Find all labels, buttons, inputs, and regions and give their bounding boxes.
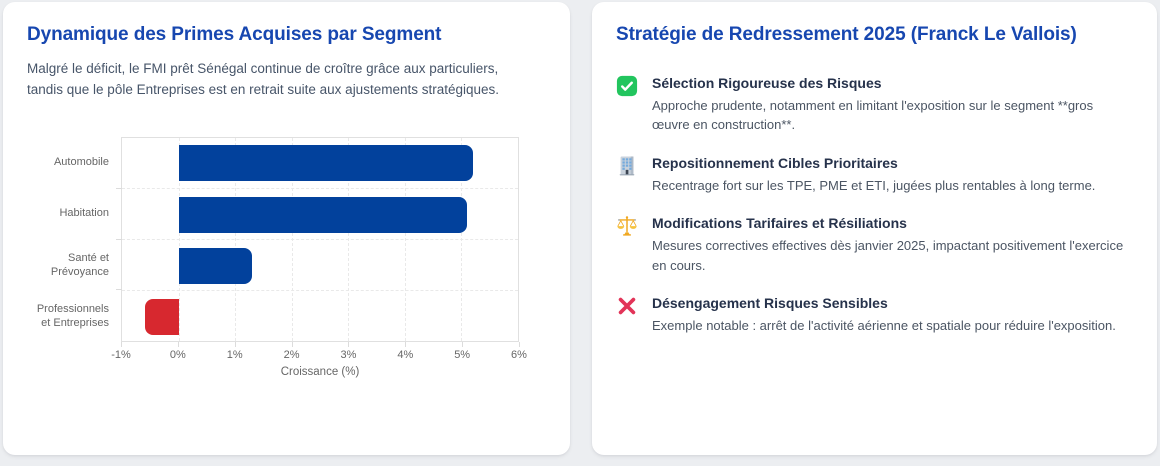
x-tick-mark xyxy=(121,341,122,347)
y-category-label: Santé et Prévoyance xyxy=(50,251,109,278)
dashboard: Dynamique des Primes Acquises par Segmen… xyxy=(3,2,1157,455)
bar-sant-et-pr-voyance[interactable] xyxy=(178,247,253,284)
x-tick-label: 4% xyxy=(397,348,414,361)
item-title: Sélection Rigoureuse des Risques xyxy=(652,75,882,92)
gridline-horizontal xyxy=(122,289,518,291)
x-axis: -1% 0% 1% 2% 3% 4% 5% 6% xyxy=(111,341,527,362)
gridline-horizontal xyxy=(122,188,518,190)
item-title: Repositionnement Cibles Prioritaires xyxy=(652,154,898,171)
x-tick-label: 5% xyxy=(454,348,471,361)
bar-habitation[interactable] xyxy=(178,196,468,233)
growth-bar-chart: Automobile Habitation Santé et Prévoyance P… xyxy=(27,136,546,387)
right-card-title: Stratégie de Redressement 2025 (Franck L… xyxy=(616,24,1077,45)
x-tick-label: -1% xyxy=(111,348,131,361)
item-body: Désengagement Risques Sensibles Exemple … xyxy=(652,294,1116,335)
strategy-items: Sélection Rigoureuse des Risques Approch… xyxy=(616,74,1133,336)
x-tick-mark xyxy=(348,341,350,347)
x-axis-title: Croissance (%) xyxy=(280,365,360,378)
plot-area xyxy=(116,136,519,342)
item-body: Repositionnement Cibles Prioritaires Rec… xyxy=(652,154,1095,195)
bar-automobile[interactable] xyxy=(178,145,473,182)
check-icon xyxy=(616,75,638,97)
x-tick-mark xyxy=(177,341,179,347)
gridline-horizontal xyxy=(122,239,518,241)
y-category-label: Habitation xyxy=(59,207,109,220)
item-title: Modifications Tarifaires et Résiliations xyxy=(652,215,907,232)
x-tick-label: 2% xyxy=(283,348,300,361)
item-title: Désengagement Risques Sensibles xyxy=(652,295,888,312)
list-item: Sélection Rigoureuse des Risques Approch… xyxy=(616,74,1133,135)
x-tick-label: 3% xyxy=(340,348,357,361)
y-tick-mark xyxy=(116,238,122,240)
left-card-subtitle: Malgré le déficit, le FMI prêt Sénégal c… xyxy=(27,61,500,98)
bar-professionnels-et-entreprises[interactable] xyxy=(144,299,179,336)
item-description: Recentrage fort sur les TPE, PME et ETI,… xyxy=(652,177,1096,193)
list-item: Modifications Tarifaires et Résiliations… xyxy=(616,214,1133,275)
x-tick-mark xyxy=(519,341,520,347)
left-card-title: Dynamique des Primes Acquises par Segmen… xyxy=(27,24,442,45)
list-item: Repositionnement Cibles Prioritaires Rec… xyxy=(616,154,1133,195)
x-tick-mark xyxy=(405,341,407,347)
y-category-label: Automobile xyxy=(53,156,109,169)
scales-icon xyxy=(616,215,638,237)
x-tick-label: 1% xyxy=(226,348,243,361)
cross-icon xyxy=(616,295,638,317)
x-tick-mark xyxy=(234,341,236,347)
premiums-dynamics-card: Dynamique des Primes Acquises par Segmen… xyxy=(3,2,570,455)
y-tick-mark xyxy=(116,289,122,291)
building-icon xyxy=(616,155,638,177)
list-item: Désengagement Risques Sensibles Exemple … xyxy=(616,294,1133,335)
strategy-card: Stratégie de Redressement 2025 (Franck L… xyxy=(592,2,1157,455)
x-tick-label: 6% xyxy=(511,348,527,361)
x-tick-mark xyxy=(291,341,293,347)
y-axis: Automobile Habitation Santé et Prévoyance P… xyxy=(27,137,111,342)
y-tick-mark xyxy=(116,187,122,189)
item-body: Modifications Tarifaires et Résiliations… xyxy=(652,214,1133,275)
item-description: Approche prudente, notamment en limitant… xyxy=(652,97,1094,133)
item-description: Exemple notable : arrêt de l'activité aé… xyxy=(652,318,1116,334)
x-tick-label: 0% xyxy=(169,348,186,361)
x-tick-mark xyxy=(462,341,464,347)
item-description: Mesures correctives effectives dès janvi… xyxy=(652,238,1124,273)
y-category-label: Professionnels et Entreprises xyxy=(36,302,109,330)
item-body: Sélection Rigoureuse des Risques Approch… xyxy=(652,74,1133,135)
